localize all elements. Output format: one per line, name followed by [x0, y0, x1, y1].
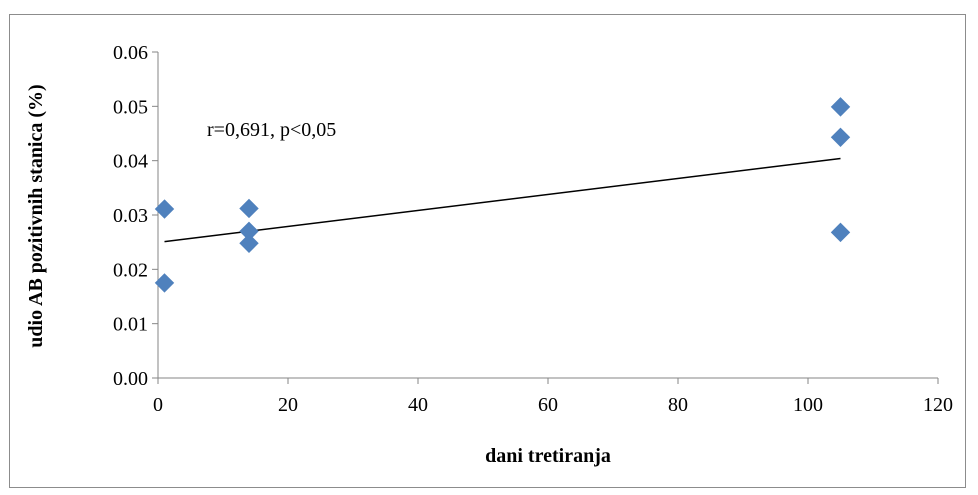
- x-ticks: 0 20 40 60 80 100 120: [153, 378, 953, 416]
- y-tick-label: 0.06: [113, 42, 148, 64]
- data-point-7: [830, 222, 851, 243]
- y-tick-label: 0.04: [113, 151, 148, 173]
- y-tick-label: 0.02: [113, 259, 148, 281]
- y-ticks: 0.00 0.01 0.02 0.03 0.04 0.05 0.06: [113, 42, 158, 390]
- data-points: [154, 97, 851, 293]
- data-point-0: [154, 199, 175, 219]
- y-tick-label: 0.01: [113, 314, 148, 336]
- data-point-2: [239, 198, 259, 219]
- data-point-4: [239, 233, 259, 253]
- y-axis-title: udio AB pozitivnih stanica (%): [25, 84, 47, 347]
- scatter-chart: 0.00 0.01 0.02 0.03 0.04 0.05 0.06 0 20 40 60 80 10…: [25, 42, 953, 467]
- x-axis-title: dani tretiranja: [485, 445, 611, 467]
- chart-frame: 0.00 0.01 0.02 0.03 0.04 0.05 0.06 0 20 40 60 80 10…: [9, 14, 966, 488]
- x-tick-label: 60: [538, 394, 558, 416]
- x-tick-label: 100: [793, 394, 823, 416]
- y-tick-label: 0.00: [113, 368, 148, 390]
- x-tick-label: 40: [408, 394, 428, 416]
- x-tick-label: 20: [278, 394, 298, 416]
- correlation-annotation: r=0,691, p<0,05: [207, 119, 336, 141]
- y-tick-label: 0.03: [113, 205, 148, 227]
- trendline: [164, 157, 841, 243]
- y-tick-label: 0.05: [113, 96, 148, 118]
- data-point-6: [830, 127, 851, 148]
- x-tick-label: 0: [153, 394, 163, 416]
- data-point-5: [830, 97, 851, 117]
- axes: [157, 52, 938, 379]
- data-point-1: [154, 273, 175, 293]
- x-tick-label: 120: [923, 394, 953, 416]
- x-tick-label: 80: [668, 394, 688, 416]
